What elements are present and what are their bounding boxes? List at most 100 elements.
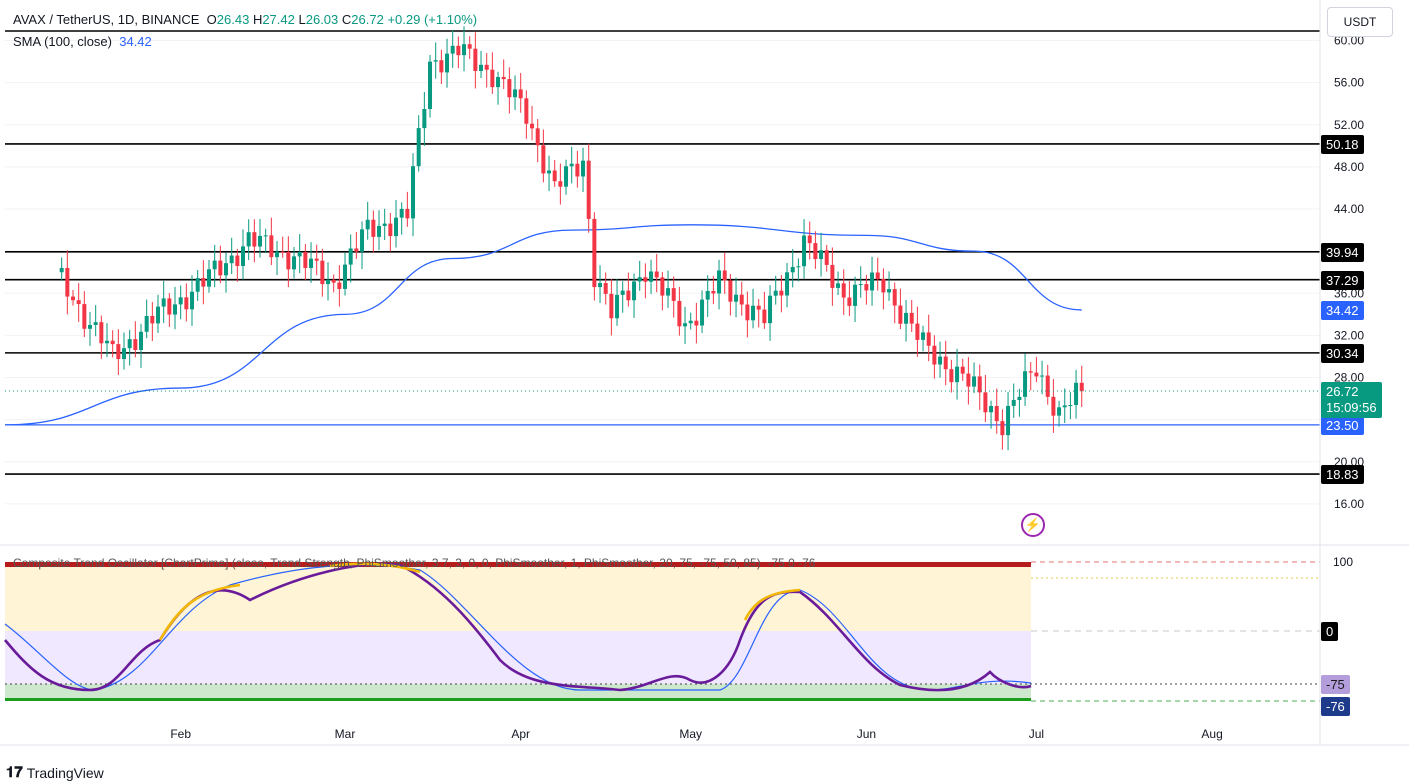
candle-body-up bbox=[858, 284, 863, 286]
level-price-label: 18.83 bbox=[1321, 465, 1364, 485]
candle-body-down bbox=[116, 344, 121, 360]
candle-body-up bbox=[717, 270, 722, 294]
candle-body-down bbox=[603, 283, 608, 294]
candle-body-down bbox=[484, 64, 489, 70]
candle-body-up bbox=[790, 266, 795, 273]
candle-body-down bbox=[133, 339, 138, 350]
osc-value-label-a: -75 bbox=[1321, 675, 1350, 694]
candle-body-up bbox=[161, 298, 166, 307]
candle-body-up bbox=[246, 232, 251, 247]
currency-button[interactable]: USDT bbox=[1327, 7, 1393, 37]
candle-body-up bbox=[297, 251, 302, 257]
candle-body-up bbox=[394, 217, 399, 237]
candle-body-down bbox=[1051, 396, 1056, 416]
candle-body-down bbox=[558, 181, 563, 187]
candle-body-up bbox=[139, 331, 144, 350]
candle-body-up bbox=[399, 208, 404, 218]
candle-body-down bbox=[1045, 375, 1050, 397]
low-value: 26.03 bbox=[305, 12, 339, 27]
candle-body-down bbox=[1034, 372, 1039, 377]
candle-body-down bbox=[983, 392, 988, 413]
candle-body-up bbox=[904, 312, 909, 324]
candle-body-up bbox=[479, 64, 484, 71]
candle-body-up bbox=[190, 291, 195, 310]
candle-body-up bbox=[428, 61, 433, 109]
candle-body-down bbox=[824, 250, 829, 265]
candle-body-up bbox=[343, 264, 348, 289]
candle-body-down bbox=[654, 271, 659, 278]
x-tick-label: Apr bbox=[511, 727, 530, 741]
candle-body-up bbox=[433, 60, 438, 62]
candle-body-up bbox=[360, 229, 365, 252]
candle-body-down bbox=[530, 123, 535, 129]
candle-body-up bbox=[59, 267, 64, 273]
y-tick-label: 32.00 bbox=[1334, 328, 1364, 342]
candle-body-down bbox=[1028, 371, 1033, 373]
candle-body-up bbox=[598, 283, 603, 288]
candle-body-up bbox=[382, 223, 387, 226]
candle-body-up bbox=[836, 283, 841, 288]
candle-body-down bbox=[218, 260, 223, 276]
x-tick-label: Feb bbox=[170, 727, 191, 741]
candle-body-down bbox=[76, 300, 81, 305]
tradingview-logo[interactable]: 𝟏𝟕 TradingView bbox=[6, 764, 104, 781]
candle-body-down bbox=[541, 145, 546, 174]
candle-body-up bbox=[513, 89, 518, 98]
candle-body-up bbox=[615, 294, 620, 319]
candle-body-down bbox=[841, 283, 846, 298]
osc-value-label-b: -76 bbox=[1321, 697, 1350, 716]
x-tick-label: Mar bbox=[335, 727, 356, 741]
candle-body-down bbox=[269, 235, 274, 258]
candle-body-up bbox=[105, 340, 110, 344]
candle-body-up bbox=[1040, 375, 1045, 377]
oscillator-title: Composite Trend Oscillator [ChartPrime] … bbox=[13, 556, 761, 570]
osc-zero-label: 0 bbox=[1321, 622, 1339, 641]
candle-body-down bbox=[1079, 382, 1084, 392]
osc-fast-line bbox=[4, 562, 1032, 692]
candle-body-up bbox=[224, 263, 229, 276]
candle-body-down bbox=[960, 366, 965, 374]
candle-body-up bbox=[292, 256, 297, 270]
candle-body-up bbox=[445, 53, 450, 73]
last-price-label: 26.72 15:09:56 bbox=[1321, 381, 1382, 418]
candle-body-up bbox=[564, 166, 569, 187]
candle-body-down bbox=[518, 89, 523, 99]
y-tick-label: 28.00 bbox=[1334, 371, 1364, 385]
candle-body-up bbox=[773, 290, 778, 296]
tradingview-mark-icon: 𝟏𝟕 bbox=[6, 764, 23, 781]
candle-body-down bbox=[331, 279, 336, 283]
y-tick-label: 60.00 bbox=[1334, 34, 1364, 48]
candle-body-up bbox=[887, 289, 892, 293]
level-price-label: 50.18 bbox=[1321, 134, 1364, 154]
candle-body-up bbox=[156, 306, 161, 324]
candle-body-up bbox=[921, 332, 926, 340]
sma-price-label: 34.42 bbox=[1321, 300, 1364, 320]
lightning-icon[interactable]: ⚡ bbox=[1021, 513, 1045, 537]
candle-body-up bbox=[309, 258, 314, 268]
candle-body-up bbox=[870, 272, 875, 291]
candle-body-down bbox=[943, 356, 948, 370]
candle-body-down bbox=[371, 219, 376, 237]
sma-legend[interactable]: SMA (100, close) 34.42 bbox=[13, 34, 152, 49]
osc-upper-zone bbox=[5, 562, 1031, 631]
candle-body-down bbox=[926, 332, 931, 346]
candle-body-down bbox=[892, 289, 897, 306]
candle-body-down bbox=[949, 369, 954, 383]
candle-body-up bbox=[195, 278, 200, 292]
candle-body-up bbox=[207, 269, 212, 287]
candle-body-up bbox=[348, 248, 353, 265]
candle-body-down bbox=[65, 267, 70, 297]
candle-body-up bbox=[989, 406, 994, 413]
osc-fast-strong-segments bbox=[158, 562, 801, 641]
candle-body-up bbox=[122, 348, 127, 360]
oscillator-legend[interactable]: Composite Trend Oscillator [ChartPrime] … bbox=[13, 556, 815, 570]
candle-body-down bbox=[405, 208, 410, 219]
candle-body-down bbox=[184, 297, 189, 310]
candle-body-up bbox=[938, 356, 943, 365]
candle-body-up bbox=[258, 235, 263, 247]
x-tick-label: Jul bbox=[1029, 727, 1044, 741]
symbol-header: AVAX / TetherUS, 1D, BINANCE O26.43 H27.… bbox=[13, 12, 477, 27]
candle-body-up bbox=[411, 166, 416, 219]
candle-body-up bbox=[955, 366, 960, 383]
